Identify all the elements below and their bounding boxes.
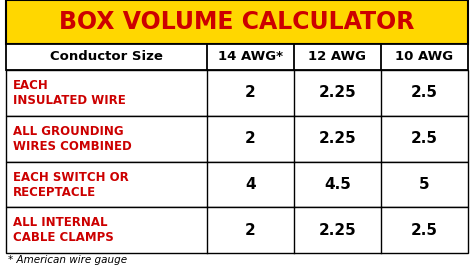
Text: BOX VOLUME CALCULATOR: BOX VOLUME CALCULATOR: [59, 10, 415, 34]
Bar: [6, 161, 468, 208]
Text: 2.5: 2.5: [411, 131, 438, 146]
Bar: [6, 208, 468, 253]
Text: 2.25: 2.25: [319, 85, 356, 100]
Text: 2: 2: [245, 131, 256, 146]
Text: Conductor Size: Conductor Size: [50, 50, 163, 63]
Text: 5: 5: [419, 177, 429, 192]
Text: 14 AWG*: 14 AWG*: [218, 50, 283, 63]
Text: 10 AWG: 10 AWG: [395, 50, 454, 63]
Text: 2: 2: [245, 223, 256, 238]
Text: 2: 2: [245, 85, 256, 100]
Bar: [6, 70, 468, 116]
Bar: [6, 0, 468, 44]
Text: EACH SWITCH OR
RECEPTACLE: EACH SWITCH OR RECEPTACLE: [13, 171, 128, 198]
Text: ALL INTERNAL
CABLE CLAMPS: ALL INTERNAL CABLE CLAMPS: [13, 216, 114, 245]
Bar: [6, 44, 468, 70]
Bar: [6, 116, 468, 161]
Text: 2.5: 2.5: [411, 223, 438, 238]
Text: ALL GROUNDING
WIRES COMBINED: ALL GROUNDING WIRES COMBINED: [13, 125, 132, 153]
Text: 2.5: 2.5: [411, 85, 438, 100]
Text: 12 AWG: 12 AWG: [309, 50, 366, 63]
Text: 4.5: 4.5: [324, 177, 351, 192]
Text: 2.25: 2.25: [319, 131, 356, 146]
Text: 2.25: 2.25: [319, 223, 356, 238]
Text: EACH
INSULATED WIRE: EACH INSULATED WIRE: [13, 79, 126, 107]
Text: 4: 4: [245, 177, 256, 192]
Text: * American wire gauge: * American wire gauge: [8, 255, 127, 265]
